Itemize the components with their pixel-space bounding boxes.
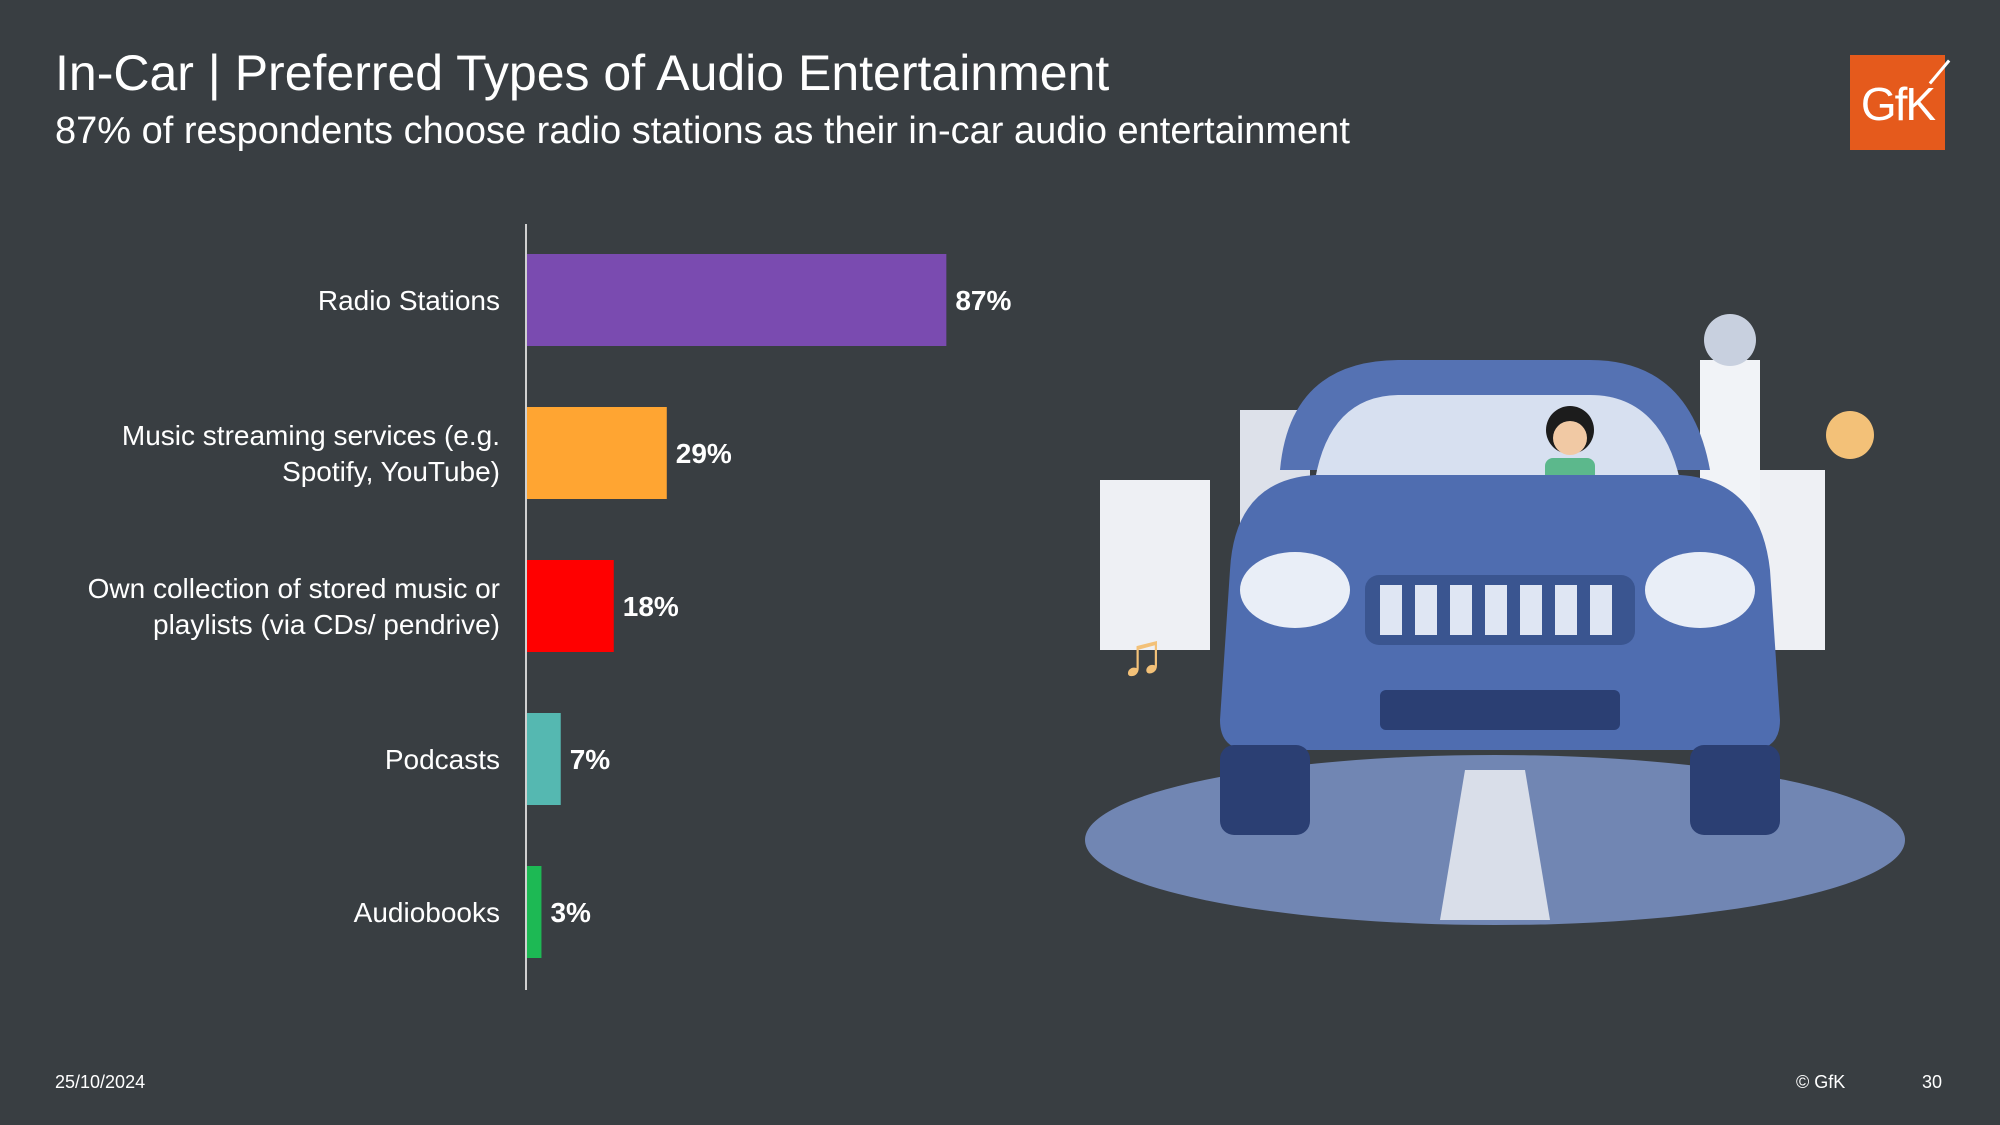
category-label-line: Own collection of stored music or (88, 573, 500, 604)
value-label-1: 29% (676, 438, 732, 469)
gfk-logo-text: GfK (1860, 78, 1936, 130)
license-plate (1380, 690, 1620, 730)
footer-date: 25/10/2024 (55, 1072, 146, 1092)
footer-copyright: © GfK (1796, 1072, 1846, 1092)
page-title: In-Car | Preferred Types of Audio Entert… (55, 45, 1110, 101)
headlight-right (1645, 552, 1755, 628)
bar-2 (527, 560, 614, 652)
category-label-line: Audiobooks (354, 897, 500, 928)
category-label-line: Radio Stations (318, 285, 500, 316)
car-wheel-left (1220, 745, 1310, 835)
music-note-icon: ♫ (1120, 621, 1165, 688)
category-label-line: Spotify, YouTube) (282, 456, 500, 487)
car-windshield (1315, 395, 1680, 480)
category-label-2: Own collection of stored music or playlis… (88, 573, 500, 640)
driver-face (1553, 421, 1587, 455)
headlight-left (1240, 552, 1350, 628)
page-subtitle: 87% of respondents choose radio stations… (55, 110, 1350, 152)
category-label-line: playlists (via CDs/ pendrive) (153, 609, 500, 640)
category-label-line: Podcasts (385, 744, 500, 775)
footer-page-number: 30 (1922, 1072, 1943, 1092)
building-left (1100, 480, 1210, 650)
bar-3 (527, 713, 561, 805)
category-label-line: Music streaming services (e.g. (122, 420, 500, 451)
car-illustration: ♫ (1085, 314, 1905, 925)
gfk-logo: GfK (1850, 55, 1951, 150)
category-label-4: Audiobooks (354, 897, 500, 928)
bar-0 (527, 254, 947, 346)
road-markings (1440, 770, 1550, 920)
value-label-2: 18% (623, 591, 679, 622)
bar-1 (527, 407, 667, 499)
chat-bubble-icon (1704, 314, 1756, 366)
value-label-0: 87% (955, 285, 1011, 316)
car-wheel-right (1690, 745, 1780, 835)
bar-chart: 87% Radio Stations 29% Music streaming serv… (88, 224, 1011, 990)
value-label-4: 3% (550, 897, 591, 928)
heart-bubble-icon (1826, 411, 1874, 459)
category-label-0: Radio Stations (318, 285, 500, 316)
category-label-3: Podcasts (385, 744, 500, 775)
category-label-1: Music streaming services (e.g. Spotify, Y… (122, 420, 500, 487)
bar-4 (527, 866, 542, 958)
value-label-3: 7% (570, 744, 611, 775)
